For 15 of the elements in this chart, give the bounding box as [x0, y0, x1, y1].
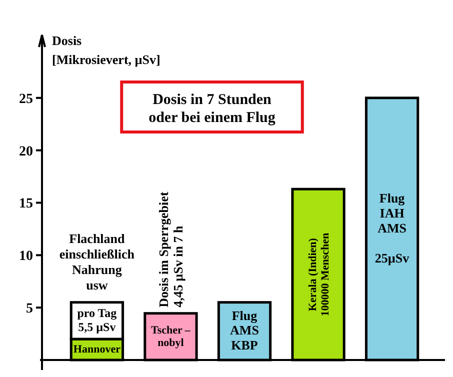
y-tick-label: 20: [19, 144, 33, 160]
x-tick-label: Flug AMS KBP: [230, 308, 259, 353]
data-label: pro Tag 5,5 µSv: [77, 306, 117, 334]
text: Dosis in 7 Stunden oder bei einem Flug: [148, 92, 276, 126]
y-tick-label: 10: [19, 249, 33, 264]
annotation: Flachland einschließlich Nahrung usw: [59, 230, 136, 293]
y-axis-title: Dosis [Mikrosievert, µSv]: [52, 33, 160, 67]
x-tick-label: Flug IAH AMS 25µSv: [374, 190, 410, 266]
y-tick-label: 5: [26, 302, 33, 317]
y-tick-label: 25: [19, 92, 33, 107]
y-tick-label: 15: [19, 196, 33, 212]
x-tick-label: Kerala (Indien) 100000 Menschen: [306, 232, 332, 316]
x-tick-label: Tscher – nobyl: [151, 324, 191, 350]
annotation: Dosis im Sperrgebiet 4,45 µSv in 7 h: [156, 191, 186, 308]
x-tick-label: Hannover: [73, 344, 121, 356]
